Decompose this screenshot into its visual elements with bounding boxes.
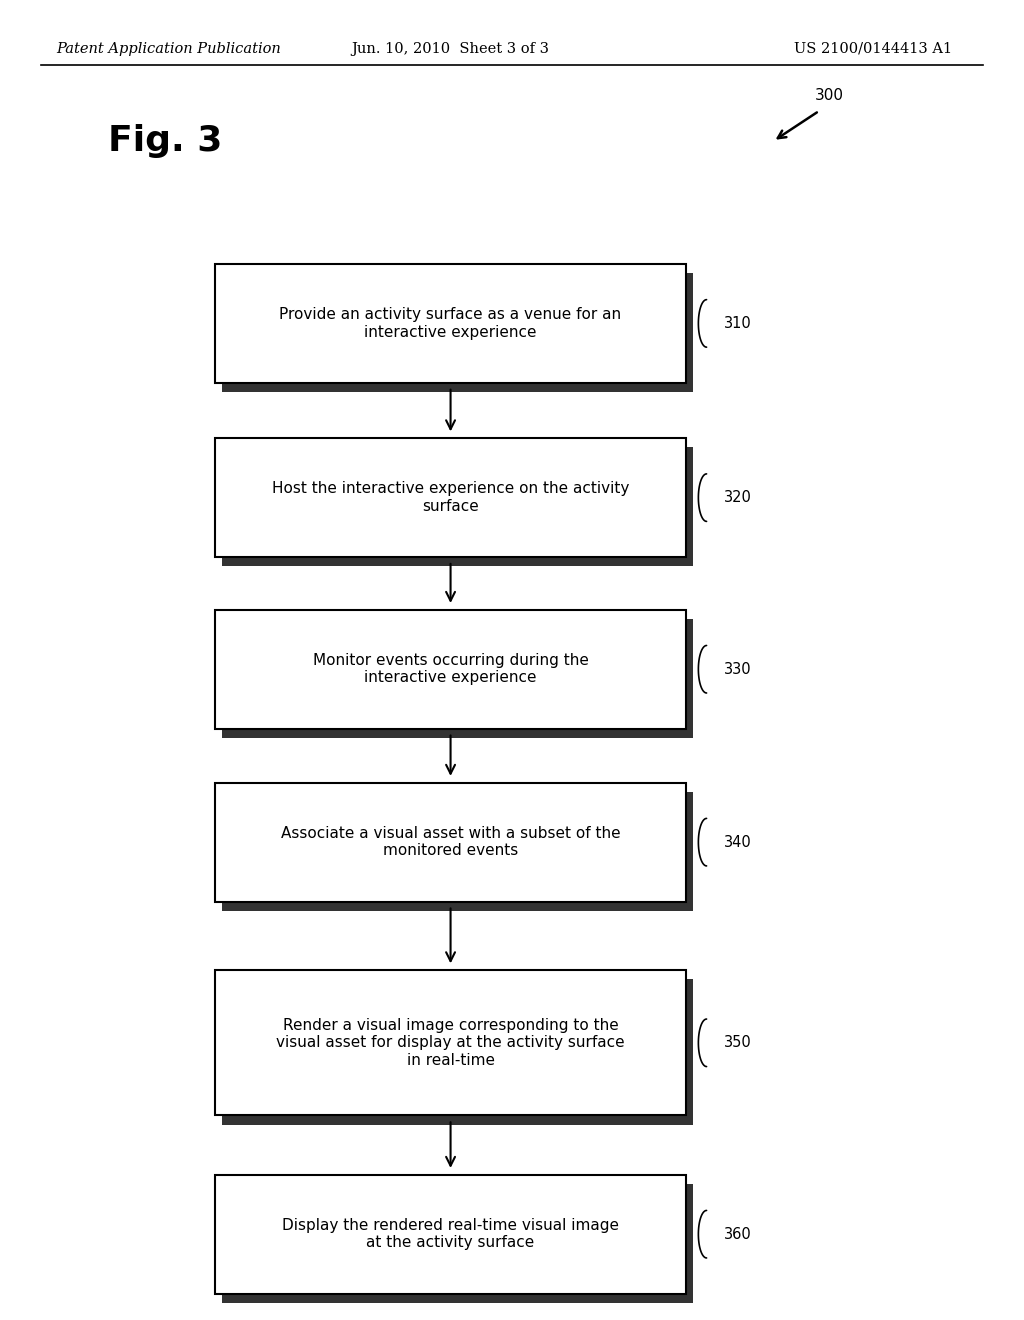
Text: 360: 360: [724, 1226, 752, 1242]
Bar: [215, 610, 686, 729]
Text: Provide an activity surface as a venue for an
interactive experience: Provide an activity surface as a venue f…: [280, 308, 622, 339]
Text: 320: 320: [724, 490, 752, 506]
Bar: [215, 1175, 686, 1294]
Bar: [215, 438, 686, 557]
Text: Host the interactive experience on the activity
surface: Host the interactive experience on the a…: [272, 482, 629, 513]
Bar: [215, 970, 686, 1115]
Bar: [222, 1184, 693, 1303]
Bar: [215, 264, 686, 383]
Bar: [222, 979, 693, 1125]
Bar: [215, 783, 686, 902]
Text: Fig. 3: Fig. 3: [108, 124, 222, 158]
Text: US 2100/0144413 A1: US 2100/0144413 A1: [795, 42, 952, 55]
Text: Patent Application Publication: Patent Application Publication: [56, 42, 281, 55]
Bar: [222, 792, 693, 911]
Bar: [222, 447, 693, 566]
Text: 300: 300: [815, 87, 844, 103]
Text: Render a visual image corresponding to the
visual asset for display at the activ: Render a visual image corresponding to t…: [276, 1018, 625, 1068]
Bar: [222, 273, 693, 392]
Text: Associate a visual asset with a subset of the
monitored events: Associate a visual asset with a subset o…: [281, 826, 621, 858]
Text: 350: 350: [724, 1035, 752, 1051]
Text: 310: 310: [724, 315, 752, 331]
Text: Monitor events occurring during the
interactive experience: Monitor events occurring during the inte…: [312, 653, 589, 685]
Text: 340: 340: [724, 834, 752, 850]
Bar: [222, 619, 693, 738]
Text: Jun. 10, 2010  Sheet 3 of 3: Jun. 10, 2010 Sheet 3 of 3: [351, 42, 550, 55]
Text: Display the rendered real-time visual image
at the activity surface: Display the rendered real-time visual im…: [282, 1218, 620, 1250]
Text: 330: 330: [724, 661, 752, 677]
